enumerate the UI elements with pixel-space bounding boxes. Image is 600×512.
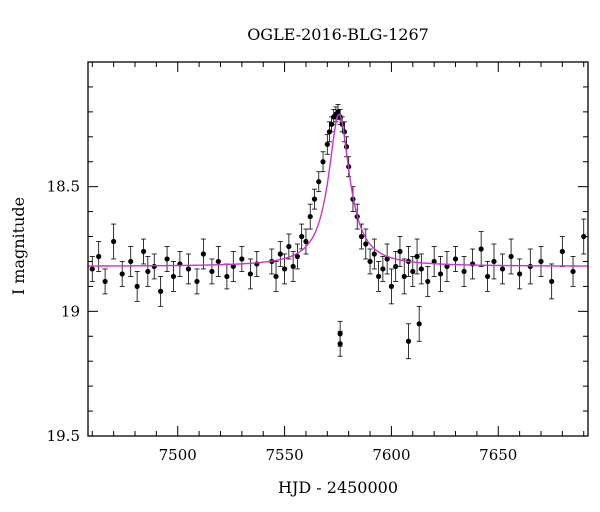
- data-point: [194, 278, 200, 285]
- data-point: [311, 196, 318, 202]
- data-point: [367, 258, 373, 265]
- data-point: [425, 278, 431, 285]
- data-point: [119, 271, 125, 277]
- data-point: [478, 246, 484, 252]
- data-point: [281, 266, 288, 272]
- data-point: [158, 288, 164, 294]
- data-point: [538, 258, 544, 265]
- data-point: [277, 251, 283, 257]
- data-point: [200, 251, 206, 257]
- data-point: [337, 331, 343, 337]
- data-point: [452, 256, 459, 262]
- data-point: [145, 268, 151, 275]
- data-point: [416, 321, 422, 327]
- y-tick-label: 19.5: [47, 427, 80, 445]
- data-point: [209, 268, 215, 275]
- data-point: [444, 263, 450, 270]
- data-point: [239, 256, 245, 262]
- data-point: [418, 266, 424, 272]
- data-point: [461, 268, 467, 275]
- data-layer: [89, 103, 587, 360]
- data-point: [384, 256, 390, 262]
- data-point: [128, 258, 134, 265]
- data-point: [316, 179, 322, 185]
- data-point: [358, 233, 365, 240]
- data-point: [299, 233, 305, 240]
- data-point: [307, 213, 313, 220]
- x-tick-label: 7650: [479, 446, 517, 464]
- data-point: [363, 241, 369, 247]
- data-point: [151, 263, 157, 270]
- data-point: [335, 109, 341, 115]
- data-point: [401, 273, 407, 280]
- data-point: [290, 263, 296, 270]
- data-point: [393, 263, 399, 270]
- data-point: [164, 256, 170, 262]
- data-point: [388, 283, 395, 289]
- data-point: [375, 273, 382, 280]
- data-point: [410, 268, 416, 275]
- data-point: [570, 268, 576, 275]
- data-point: [371, 251, 377, 257]
- data-point: [273, 273, 279, 280]
- data-point: [96, 253, 102, 260]
- data-point: [140, 248, 147, 255]
- y-tick-label: 18.5: [47, 178, 80, 196]
- data-point: [405, 338, 412, 344]
- data-point: [559, 248, 565, 255]
- data-point: [230, 263, 236, 270]
- data-point: [437, 271, 444, 277]
- data-point: [431, 258, 437, 265]
- data-point: [294, 253, 301, 260]
- x-tick-label: 7600: [372, 446, 410, 464]
- data-point: [286, 243, 292, 250]
- data-point: [303, 238, 309, 245]
- x-tick-label: 7550: [265, 446, 303, 464]
- data-point: [102, 278, 108, 285]
- data-point: [247, 271, 253, 277]
- data-point: [508, 253, 514, 260]
- y-axis-label: I magnitude: [9, 197, 28, 295]
- y-tick-label: 19: [61, 302, 80, 320]
- data-point: [320, 159, 326, 165]
- data-point: [185, 266, 192, 272]
- data-point: [397, 248, 403, 255]
- model-curve: [88, 113, 588, 267]
- model-layer: [88, 113, 588, 267]
- data-point: [224, 273, 230, 280]
- data-point: [517, 271, 523, 277]
- data-point: [324, 141, 330, 147]
- data-point: [89, 266, 95, 272]
- data-point: [111, 238, 117, 245]
- data-point: [499, 266, 506, 272]
- data-point: [215, 258, 221, 265]
- axes-layer: 7500 7550 7600 7650 18.5 19 19.5: [47, 61, 589, 464]
- data-point: [484, 273, 491, 280]
- data-point: [380, 266, 386, 272]
- data-point: [549, 278, 555, 285]
- x-tick-label: 7500: [159, 446, 197, 464]
- data-point: [134, 283, 140, 289]
- plot-frame: [87, 61, 589, 437]
- data-point: [170, 273, 177, 280]
- chart-title: OGLE-2016-BLG-1267: [247, 25, 429, 44]
- x-axis-label: HJD - 2450000: [278, 478, 398, 497]
- data-point: [491, 258, 497, 265]
- data-point: [414, 253, 420, 260]
